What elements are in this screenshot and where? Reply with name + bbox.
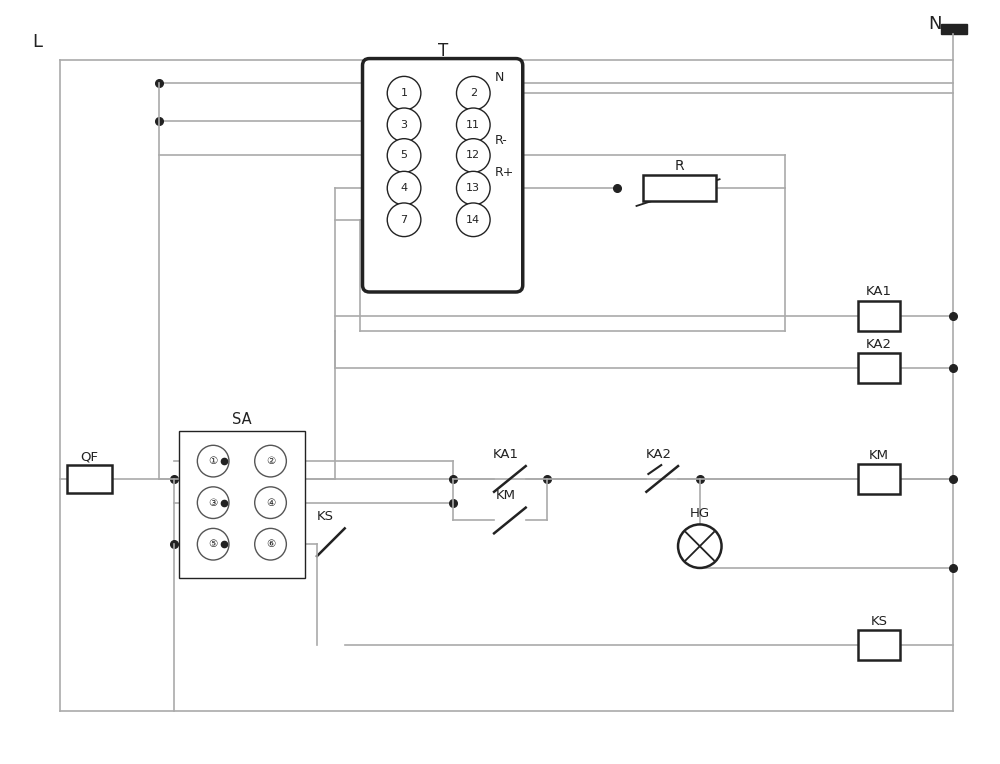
Bar	[858, 630, 900, 660]
Text: 7: 7	[400, 215, 408, 225]
Bar	[858, 301, 900, 331]
Text: R+: R+	[495, 167, 514, 180]
Text: ④: ④	[266, 497, 275, 507]
Text: ⑥: ⑥	[266, 539, 275, 549]
Text: KA2: KA2	[645, 448, 671, 461]
Text: KA1: KA1	[866, 286, 892, 299]
Text: N: N	[495, 71, 504, 84]
Text: 4: 4	[400, 183, 408, 193]
Text: ①: ①	[209, 456, 218, 466]
Text: L: L	[32, 33, 42, 50]
Circle shape	[255, 445, 286, 477]
Circle shape	[197, 529, 229, 560]
Text: SA: SA	[232, 412, 252, 427]
Bar	[858, 464, 900, 494]
Text: 2: 2	[470, 88, 477, 99]
Circle shape	[456, 139, 490, 173]
Bar	[179, 432, 305, 578]
Circle shape	[456, 203, 490, 237]
Circle shape	[678, 524, 722, 568]
Bar	[941, 24, 967, 34]
Text: ②: ②	[266, 456, 275, 466]
Circle shape	[387, 108, 421, 141]
Text: 13: 13	[466, 183, 480, 193]
Text: 14: 14	[466, 215, 480, 225]
Text: 11: 11	[466, 120, 480, 130]
Text: 3: 3	[401, 120, 408, 130]
Circle shape	[387, 171, 421, 205]
Circle shape	[255, 487, 286, 519]
Text: N: N	[928, 15, 942, 33]
Circle shape	[456, 76, 490, 110]
Bar	[643, 175, 716, 201]
Circle shape	[456, 171, 490, 205]
Text: KA1: KA1	[493, 448, 519, 461]
Circle shape	[255, 529, 286, 560]
Text: KA2: KA2	[866, 338, 892, 351]
FancyBboxPatch shape	[363, 59, 523, 292]
Text: ③: ③	[209, 497, 218, 507]
Text: R-: R-	[495, 134, 508, 147]
Circle shape	[197, 445, 229, 477]
Text: QF: QF	[81, 451, 99, 464]
Text: KS: KS	[316, 510, 333, 523]
Circle shape	[387, 139, 421, 173]
Text: KS: KS	[870, 615, 887, 628]
Text: 5: 5	[401, 151, 408, 160]
Text: R: R	[675, 160, 684, 173]
Circle shape	[197, 487, 229, 519]
Text: HG: HG	[690, 507, 710, 520]
Text: KM: KM	[496, 489, 516, 502]
Bar	[858, 353, 900, 383]
Text: 1: 1	[401, 88, 408, 99]
Circle shape	[387, 76, 421, 110]
Circle shape	[456, 108, 490, 141]
Bar	[67, 465, 112, 493]
Text: T: T	[438, 42, 448, 60]
Text: ⑤: ⑤	[209, 539, 218, 549]
Text: KM: KM	[869, 448, 889, 461]
Circle shape	[387, 203, 421, 237]
Text: 12: 12	[466, 151, 480, 160]
